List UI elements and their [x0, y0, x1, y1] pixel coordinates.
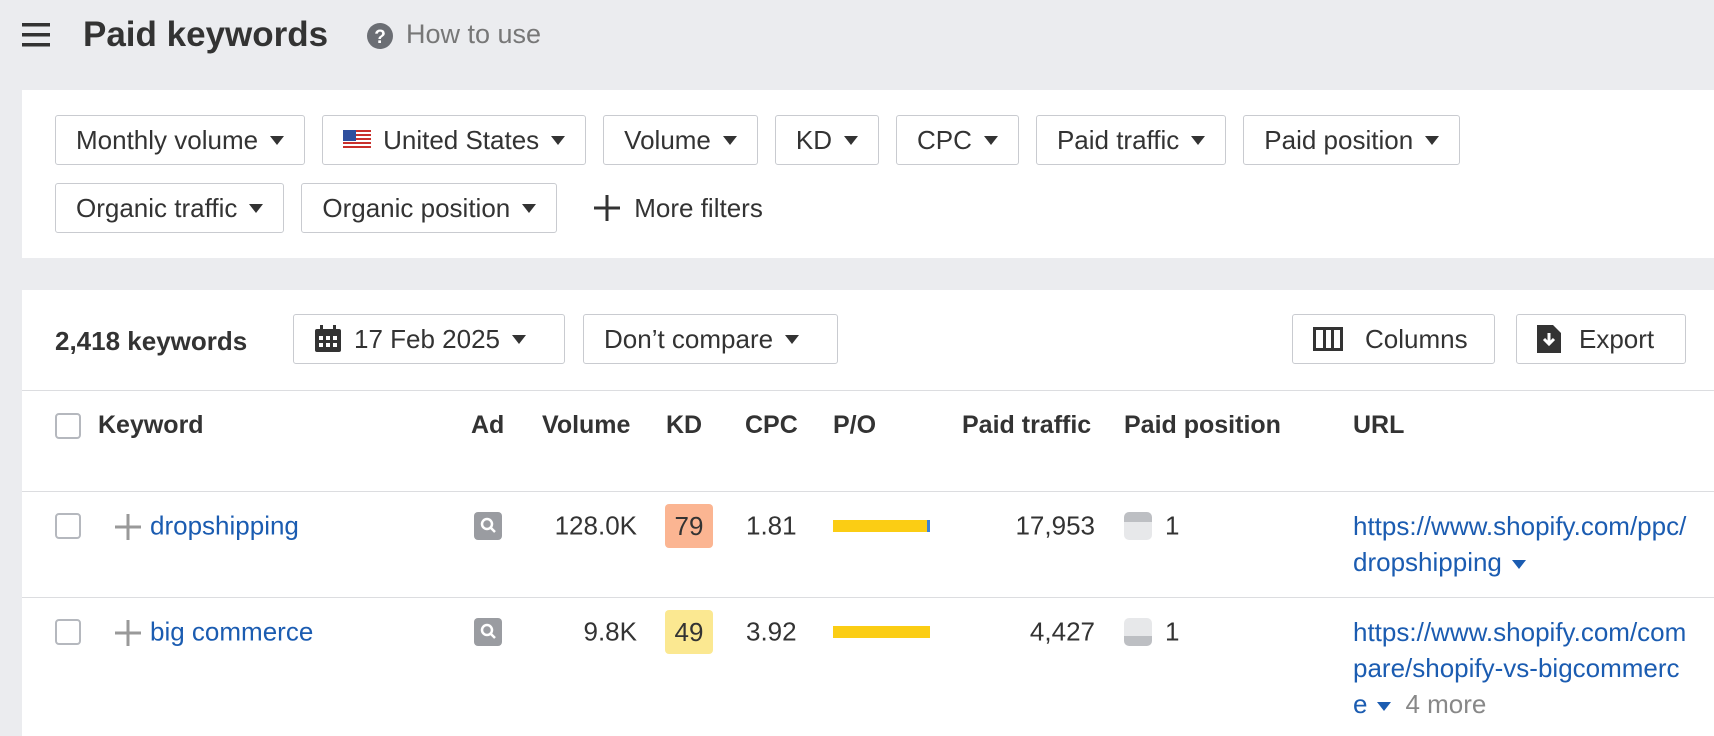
column-header[interactable]: Paid traffic	[962, 411, 1092, 439]
filter-label: Paid position	[1264, 124, 1414, 155]
compare-label: Don’t compare	[604, 323, 774, 354]
filter-label: Paid traffic	[1056, 124, 1180, 155]
caret	[1191, 135, 1206, 145]
caret	[522, 203, 537, 213]
export-label: Export	[1579, 323, 1655, 354]
filters-panel: Monthly volume United States Volume KD CPC Pa…	[22, 90, 1714, 258]
po-paid-bar	[833, 520, 928, 532]
cpc: 1.81	[746, 510, 797, 541]
table: Keyword Ad Volume KD CPC P/O Paid traffic Paid …	[22, 290, 1714, 736]
keyword-count: 2,418 keywords	[55, 326, 248, 356]
filter-button[interactable]: KD	[774, 115, 880, 165]
columns-label: Columns	[1365, 323, 1468, 354]
date-button[interactable]: 17 Feb 2025	[293, 314, 565, 364]
kd-value: 79	[674, 510, 704, 541]
keyword-link[interactable]: dropshipping	[150, 510, 299, 541]
svg-text:?: ?	[374, 27, 386, 48]
paid-position: 1	[1165, 510, 1180, 541]
column-header[interactable]: Keyword	[98, 411, 204, 439]
url-link[interactable]: https://www.shopify.com/ppc/dropshipping	[1353, 511, 1687, 577]
more-filters-label: More filters	[634, 192, 763, 223]
filter-button[interactable]: Monthly volume	[55, 115, 306, 165]
row-checkbox[interactable]	[55, 513, 81, 539]
caret	[785, 334, 800, 344]
filter-label: Volume	[624, 124, 711, 155]
caret	[512, 334, 527, 344]
filter-button[interactable]: Paid traffic	[1035, 115, 1227, 165]
kd-badge: 49	[665, 610, 713, 654]
export-button[interactable]: Export	[1516, 314, 1686, 364]
page-title: Paid keywords	[83, 15, 329, 54]
divider	[22, 491, 1714, 492]
export-icon	[1537, 325, 1561, 353]
url-cell: https://www.shopify.com/ppc/dropshipping	[1353, 508, 1693, 580]
filter-button[interactable]: Paid position	[1243, 115, 1461, 165]
divider	[22, 390, 1714, 391]
url-caret[interactable]	[1377, 701, 1392, 711]
serp-icon	[1124, 618, 1152, 646]
cpc: 3.92	[746, 616, 797, 647]
url-link[interactable]: https://www.shopify.com/compare/shopify-…	[1353, 617, 1687, 719]
column-header[interactable]: Volume	[542, 411, 631, 439]
column-header[interactable]: Ad	[471, 411, 505, 439]
volume: 9.8K	[583, 616, 638, 647]
caret	[270, 135, 285, 145]
keyword-link[interactable]: big commerce	[150, 616, 314, 647]
paid-traffic: 4,427	[1029, 616, 1095, 647]
caret	[844, 135, 859, 145]
row-checkbox[interactable]	[55, 619, 81, 645]
filter-label: Monthly volume	[76, 124, 259, 155]
more-urls[interactable]: 4 more	[1405, 689, 1487, 719]
paid-traffic: 17,953	[1015, 510, 1095, 541]
ad-icon[interactable]	[474, 512, 502, 540]
help-link[interactable]: How to use	[406, 19, 542, 49]
menu-icon[interactable]	[22, 22, 52, 48]
column-header[interactable]: KD	[666, 411, 703, 439]
serp-icon	[1124, 512, 1152, 540]
filter-button[interactable]: United States	[322, 115, 587, 165]
table-panel: 2,418 keywords 17 Feb 2025 Don’t compare…	[22, 290, 1714, 736]
add-icon[interactable]	[115, 514, 141, 545]
po-paid-bar	[833, 626, 930, 638]
columns-icon	[1313, 327, 1343, 351]
url-caret[interactable]	[1511, 559, 1526, 569]
volume: 128.0K	[554, 510, 637, 541]
columns-button[interactable]: Columns	[1292, 314, 1495, 364]
add-icon[interactable]	[115, 620, 141, 651]
filter-label: CPC	[917, 124, 972, 155]
filter-label: Organic traffic	[76, 192, 238, 223]
plus-icon	[594, 195, 621, 221]
more-filters[interactable]: More filters	[574, 183, 763, 233]
caret	[551, 135, 566, 145]
calendar-icon	[315, 325, 341, 352]
select-all-checkbox[interactable]	[55, 413, 81, 439]
us-flag	[343, 130, 372, 150]
kd-badge: 79	[665, 504, 713, 548]
filter-button[interactable]: Organic traffic	[55, 183, 285, 233]
caret	[249, 203, 264, 213]
paid-position: 1	[1165, 616, 1180, 647]
filter-label: KD	[795, 124, 833, 155]
filters: Monthly volume United States Volume KD CPC Pa…	[55, 115, 1575, 233]
filter-label: Organic position	[322, 192, 511, 223]
divider	[22, 597, 1714, 598]
compare-button[interactable]: Don’t compare	[583, 314, 838, 364]
column-header[interactable]: Paid position	[1124, 411, 1281, 439]
filter-button[interactable]: Organic position	[301, 183, 558, 233]
kd-value: 49	[674, 616, 704, 647]
caret	[983, 135, 998, 145]
filter-button[interactable]: CPC	[896, 115, 1019, 165]
column-header[interactable]: CPC	[745, 411, 798, 439]
date-label: 17 Feb 2025	[354, 323, 501, 354]
caret	[1425, 135, 1440, 145]
ad-icon[interactable]	[474, 618, 502, 646]
url-cell: https://www.shopify.com/compare/shopify-…	[1353, 614, 1693, 722]
caret	[722, 135, 737, 145]
column-header[interactable]: P/O	[833, 411, 877, 439]
help-icon[interactable]: ?	[366, 22, 394, 50]
column-header[interactable]: URL	[1353, 411, 1405, 439]
filter-label: United States	[383, 124, 540, 155]
filter-button[interactable]: Volume	[603, 115, 758, 165]
